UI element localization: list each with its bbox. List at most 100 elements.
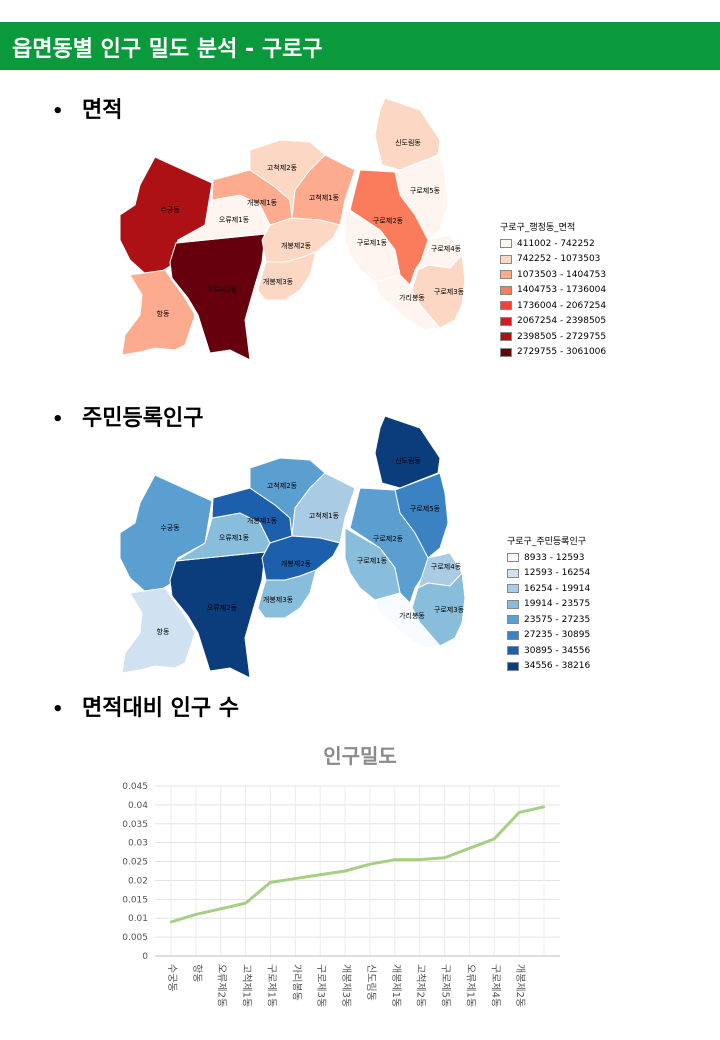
legend-item: 2067254 - 2398505 — [500, 314, 606, 330]
density-point — [517, 811, 521, 814]
legend-label: 16254 - 19914 — [524, 583, 591, 594]
legend-title: 구로구_행정동_면적 — [500, 223, 576, 233]
legend-item: 1404753 - 1736004 — [500, 283, 606, 299]
district-label-oryu1: 오류제1동 — [219, 534, 250, 542]
y-tick-label: 0.01 — [128, 914, 148, 924]
district-oryu2 — [169, 551, 266, 679]
legend-swatch — [500, 285, 512, 295]
legend-item: 2398505 - 2729755 — [500, 329, 606, 345]
legend-swatch — [500, 254, 512, 264]
district-hang — [121, 587, 196, 674]
district-sugung — [119, 156, 213, 279]
density-point — [418, 858, 421, 861]
district-label-gocheok2: 고척제2동 — [267, 482, 298, 490]
x-tick-label: 구로제5동 — [440, 964, 452, 1007]
district-label-oryu2: 오류제2동 — [207, 286, 238, 294]
density-point — [443, 856, 446, 859]
legend-swatch — [507, 661, 519, 671]
legend-label: 2398505 - 2729755 — [517, 331, 607, 342]
legend-swatch — [500, 316, 512, 326]
district-label-gaebong1: 개봉제1동 — [247, 516, 278, 525]
legend-label: 19914 - 23575 — [524, 599, 591, 610]
district-label-guro2: 구로제2동 — [373, 217, 404, 225]
y-tick-label: 0.015 — [122, 895, 148, 905]
legend-label: 1073503 - 1404753 — [517, 269, 607, 280]
section-label: 면적 — [82, 98, 123, 123]
district-gaebong3 — [257, 569, 317, 619]
section-population-heading: • 주민등록인구 — [52, 400, 203, 432]
legend-swatch — [507, 599, 519, 609]
legend-swatch — [500, 347, 512, 357]
section-label: 면적대비 인구 수 — [82, 696, 239, 721]
x-tick-label: 오류제1동 — [464, 964, 476, 1007]
x-tick-label: 항동 — [191, 964, 203, 982]
density-point — [169, 920, 173, 924]
legend-label: 2729755 - 3061006 — [517, 347, 607, 358]
district-label-oryu2: 오류제2동 — [207, 604, 238, 612]
legend-swatch — [500, 332, 512, 342]
density-series-line — [170, 805, 545, 924]
x-tick-label: 신도림동 — [365, 964, 377, 1001]
district-garibong — [374, 274, 441, 331]
y-tick-label: 0.04 — [128, 801, 148, 811]
legend-swatch — [507, 553, 519, 563]
density-point — [269, 881, 272, 884]
y-tick-label: 0 — [142, 952, 148, 962]
chart-title: 인구밀도 — [323, 744, 397, 768]
legend-label: 411002 - 742252 — [517, 238, 595, 249]
bullet-icon: • — [52, 101, 64, 122]
legend-label: 1736004 - 2067254 — [517, 300, 607, 311]
legend-label: 2067254 - 2398505 — [517, 316, 607, 327]
title-bar: 읍면동별 인구 밀도 분석 - 구로구 — [0, 22, 720, 70]
district-label-garibong: 가리봉동 — [399, 611, 425, 620]
legend-item: 742252 - 1073503 — [500, 252, 606, 268]
density-point — [244, 901, 247, 905]
density-line-chart: 0 0.005 0.01 0.015 0.02 0.025 0.03 0.035 0.04 0.0… — [122, 782, 560, 1007]
district-label-hang: 항동 — [157, 309, 170, 318]
legend-swatch — [507, 630, 519, 640]
x-tick-label: 구로제4동 — [489, 964, 501, 1007]
legend-label: 23575 - 27235 — [524, 614, 591, 625]
x-tick-label: 구로제3동 — [315, 964, 327, 1007]
legend-item: 8933 - 12593 — [507, 550, 590, 566]
section-label: 주민등록인구 — [82, 406, 204, 431]
legend-swatch — [507, 646, 519, 656]
density-point — [542, 805, 546, 808]
legend-label: 34556 - 38216 — [524, 661, 591, 672]
legend-swatch — [500, 239, 512, 249]
legend-label: 742252 - 1073503 — [517, 254, 601, 265]
district-label-sugung: 수궁동 — [160, 524, 180, 532]
district-label-gaebong2: 개봉제2동 — [281, 559, 312, 568]
district-label-guro2: 구로제2동 — [373, 535, 404, 543]
district-label-guro4: 구로제4동 — [431, 563, 462, 571]
legend-swatch — [507, 584, 519, 594]
density-point — [368, 863, 372, 866]
district-label-guro5: 구로제5동 — [410, 187, 441, 195]
x-tick-label: 고척제2동 — [415, 964, 427, 1007]
district-label-oryu1: 오류제1동 — [219, 216, 250, 224]
x-tick-label: 개봉제2동 — [514, 964, 526, 1007]
district-label-guro5: 구로제5동 — [410, 505, 441, 513]
x-tick-label: 구로제1동 — [265, 964, 277, 1007]
district-label-gocheok1: 고척제1동 — [309, 194, 340, 202]
area-map-legend: 구로구_행정동_면적 411002 - 742252 742252 - 10735… — [500, 220, 606, 360]
density-point — [319, 873, 322, 876]
y-tick-label: 0.005 — [122, 933, 148, 943]
y-tick-label: 0.02 — [128, 876, 148, 886]
density-point — [468, 847, 471, 850]
district-oryu2 — [169, 233, 266, 361]
district-label-guro3: 구로제3동 — [434, 288, 465, 296]
district-label-guro3: 구로제3동 — [434, 606, 465, 614]
page-title: 읍면동별 인구 밀도 분석 - 구로구 — [12, 37, 323, 62]
legend-item: 19914 - 23575 — [507, 597, 590, 613]
legend-label: 12593 - 16254 — [524, 568, 591, 579]
x-tick-label: 가리봉동 — [290, 964, 302, 1001]
bullet-icon: • — [52, 409, 64, 430]
district-label-garibong: 가리봉동 — [399, 293, 425, 302]
legend-swatch — [507, 615, 519, 625]
x-tick-label: 고척제1동 — [241, 964, 253, 1007]
district-gaebong2 — [261, 535, 341, 581]
district-label-gaebong3: 개봉제3동 — [263, 595, 294, 604]
legend-item: 1073503 - 1404753 — [500, 267, 606, 283]
